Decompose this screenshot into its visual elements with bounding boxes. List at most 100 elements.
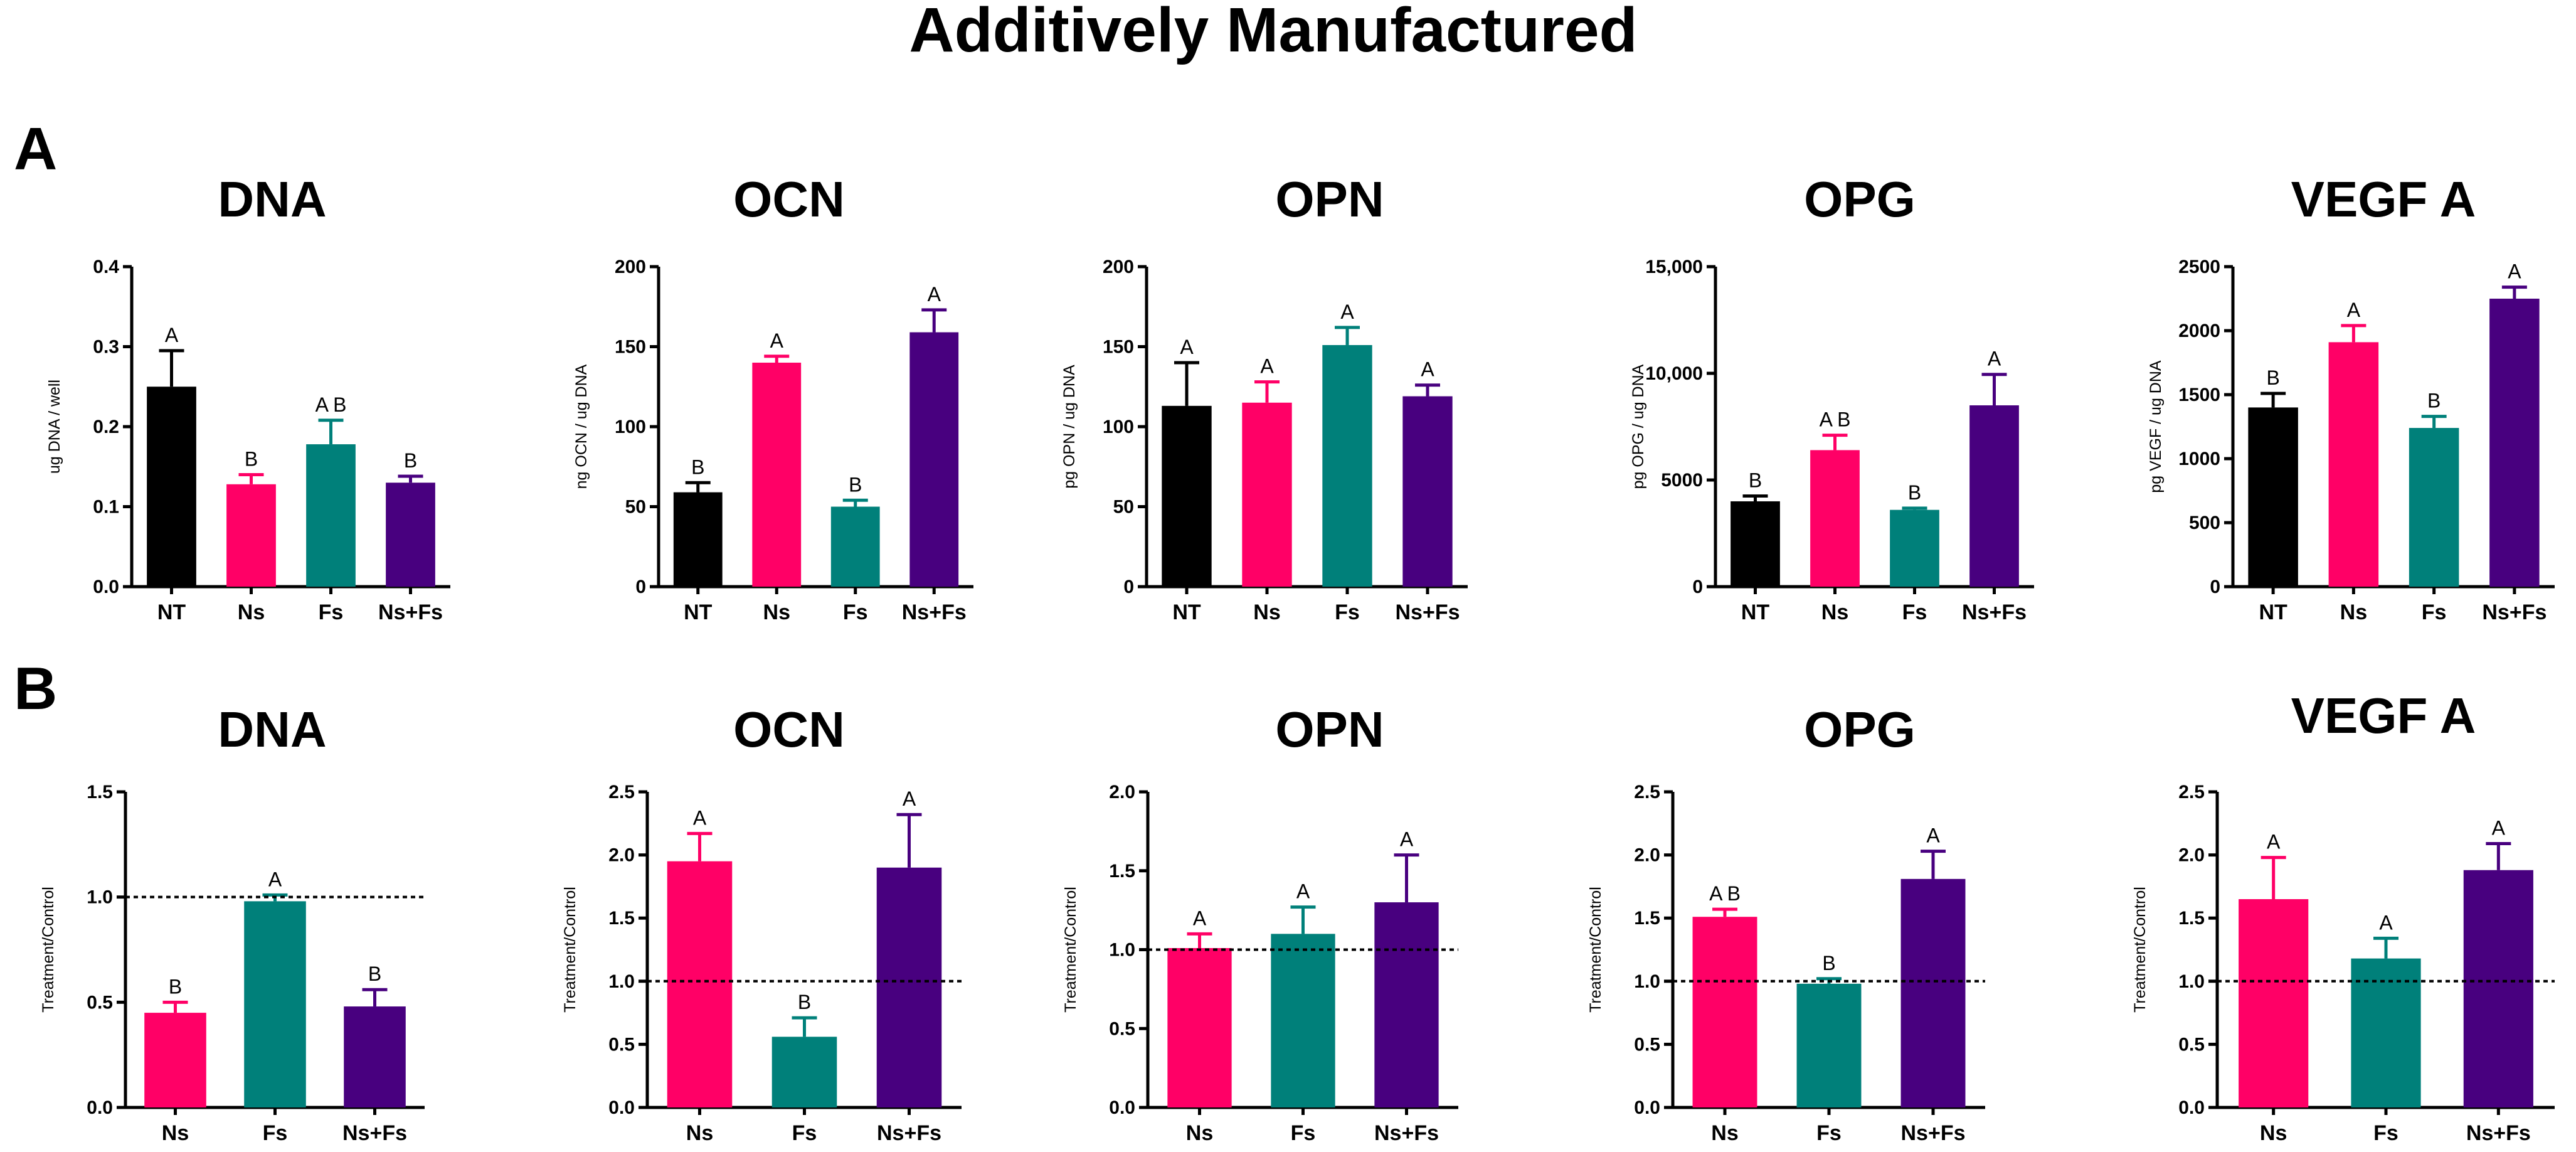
x-tick-label: Fs — [1816, 1121, 1842, 1145]
x-tick-label: Ns — [1711, 1121, 1738, 1145]
x-tick-label: Ns — [2260, 1121, 2287, 1145]
y-tick-label: 1000 — [2178, 449, 2220, 469]
y-tick-label: 0 — [1123, 577, 1134, 597]
y-tick-label: 50 — [625, 497, 646, 518]
row-label-a: A — [14, 115, 57, 183]
significance-label: A — [165, 324, 179, 346]
bar-ns-plus-fs — [876, 867, 942, 1107]
chart-panel-2: OCN 0 50 100 150 200 ng OCN / ug DNA B NT A Ns B Fs A… — [573, 171, 973, 624]
bar-ns-plus-fs — [386, 483, 435, 587]
chart-panel-6: DNA 0.0 0.5 1.0 1.5 Treatment/Control B Ns A Fs B N… — [40, 701, 425, 1145]
significance-label: B — [1822, 952, 1835, 974]
figure-title: Additively Manufactured — [909, 0, 1637, 65]
y-tick-label: 2.5 — [608, 782, 635, 803]
bar-ns-plus-fs — [1900, 878, 1966, 1107]
significance-label: A — [1180, 336, 1194, 358]
y-tick-label: 10,000 — [1645, 363, 1703, 384]
y-tick-label: 2.5 — [2178, 782, 2205, 803]
y-tick-label: 1.5 — [87, 782, 113, 803]
y-tick-label: 1.5 — [1634, 908, 1660, 929]
x-tick-label: NT — [1741, 600, 1770, 624]
y-tick-label: 0.0 — [608, 1097, 635, 1118]
bar-ns-plus-fs — [344, 1006, 406, 1107]
y-axis-label: Treatment/Control — [40, 887, 57, 1013]
x-tick-label: Ns — [1253, 600, 1280, 624]
chart-panel-4: OPG 0 5000 10,000 15,000 pg OPG / ug DNA B NT A … — [1630, 171, 2034, 624]
y-tick-label: 0.2 — [93, 417, 119, 437]
significance-label: B — [798, 991, 811, 1013]
y-tick-label: 200 — [615, 257, 646, 277]
chart-panel-3: OPN 0 50 100 150 200 pg OPN / ug DNA A NT A Ns A Fs A… — [1061, 171, 1468, 624]
x-tick-label: Ns — [686, 1121, 713, 1145]
y-tick-label: 0.1 — [93, 497, 119, 518]
panel-title: OPN — [1275, 171, 1384, 227]
y-tick-label: 0.5 — [608, 1034, 635, 1055]
significance-label: A — [1988, 348, 2001, 370]
y-tick-label: 0.5 — [87, 992, 113, 1013]
y-axis-label: ug DNA / well — [46, 380, 63, 474]
row-label-b: B — [14, 655, 57, 722]
x-tick-label: Fs — [2373, 1121, 2398, 1145]
significance-label: B — [849, 473, 862, 496]
bar-fs — [830, 506, 880, 587]
y-tick-label: 2.0 — [608, 845, 635, 866]
bar-nt — [673, 492, 723, 587]
y-tick-label: 0.5 — [1634, 1034, 1660, 1055]
significance-label: A — [903, 787, 916, 810]
y-tick-label: 1.0 — [608, 971, 635, 992]
significance-label: B — [169, 975, 182, 998]
bar-ns-plus-fs — [1402, 396, 1453, 587]
significance-label: A — [1340, 301, 1354, 323]
significance-label: A — [928, 283, 941, 306]
bar-fs — [771, 1037, 837, 1107]
bar-ns-plus-fs — [1969, 405, 2019, 587]
x-tick-label: Ns+Fs — [1396, 600, 1460, 624]
y-tick-label: 2.0 — [1634, 845, 1660, 866]
panel-title: VEGF A — [2291, 171, 2476, 227]
panel-title: VEGF A — [2291, 688, 2476, 744]
significance-label: B — [2266, 366, 2279, 389]
bar-ns — [144, 1013, 206, 1107]
bar-ns-plus-fs — [2463, 870, 2533, 1107]
bar-nt — [1731, 501, 1780, 587]
y-tick-label: 0.0 — [87, 1097, 113, 1118]
bar-fs — [306, 444, 356, 587]
y-tick-label: 0.4 — [93, 257, 119, 277]
significance-label: B — [245, 448, 258, 471]
x-tick-label: Ns — [1821, 600, 1848, 624]
y-tick-label: 1500 — [2178, 385, 2220, 405]
panel-title: OCN — [733, 171, 845, 227]
bar-ns — [2239, 899, 2309, 1107]
y-tick-label: 0.3 — [93, 337, 119, 358]
y-tick-label: 0 — [2210, 577, 2220, 597]
y-tick-label: 0.0 — [1634, 1097, 1660, 1118]
bar-nt — [147, 387, 196, 587]
x-tick-label: Fs — [2422, 600, 2447, 624]
y-tick-label: 1.0 — [2178, 971, 2205, 992]
bar-fs — [2409, 428, 2459, 587]
x-tick-label: Ns — [238, 600, 265, 624]
panel-title: DNA — [218, 701, 326, 757]
significance-label: A — [1400, 828, 1414, 851]
x-tick-label: Ns+Fs — [2482, 600, 2547, 624]
significance-label: A — [1260, 355, 1274, 378]
y-tick-label: 2000 — [2178, 321, 2220, 341]
significance-label: A — [1421, 358, 1434, 381]
bar-nt — [1162, 405, 1212, 587]
bar-fs — [1271, 934, 1335, 1107]
y-tick-label: 0 — [635, 577, 646, 597]
bar-ns-plus-fs — [2489, 299, 2540, 587]
significance-label: A B — [1709, 882, 1741, 905]
bar-ns — [2328, 342, 2379, 587]
significance-label: A B — [315, 393, 347, 416]
panels: DNA 0.0 0.1 0.2 0.3 0.4 ug DNA / well A NT B Ns A B… — [40, 171, 2555, 1145]
y-tick-label: 0.5 — [2178, 1034, 2205, 1055]
x-tick-label: Ns+Fs — [877, 1121, 941, 1145]
y-tick-label: 0.0 — [2178, 1097, 2205, 1118]
x-tick-label: Ns+Fs — [1374, 1121, 1439, 1145]
x-tick-label: Ns — [162, 1121, 189, 1145]
y-tick-label: 2.0 — [1109, 782, 1135, 803]
y-tick-label: 50 — [1113, 497, 1134, 518]
y-tick-label: 2.5 — [1634, 782, 1660, 803]
x-tick-label: Ns+Fs — [2466, 1121, 2531, 1145]
